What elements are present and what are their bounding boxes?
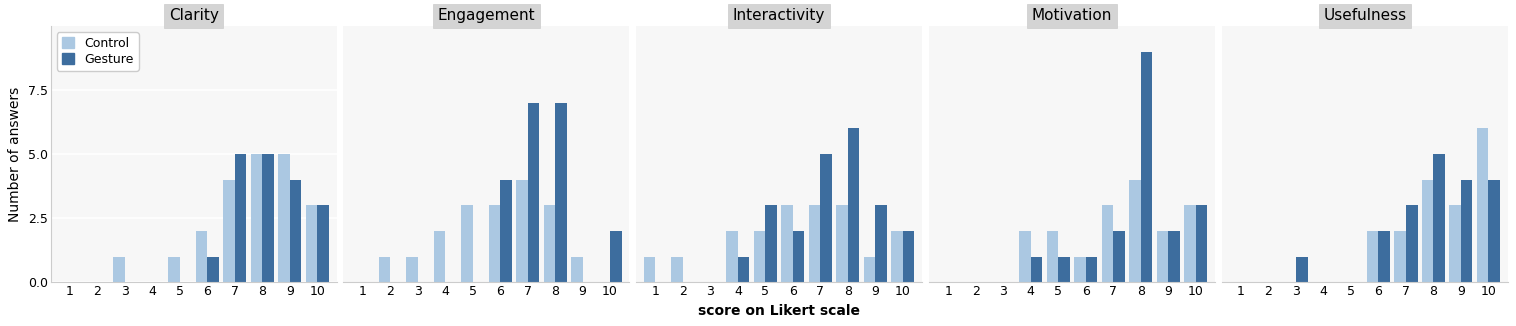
- Bar: [196, 231, 208, 282]
- Bar: [837, 205, 847, 282]
- Bar: [1296, 257, 1308, 282]
- Bar: [793, 231, 805, 282]
- Legend: Control, Gesture: Control, Gesture: [58, 32, 139, 71]
- Bar: [555, 103, 567, 282]
- Bar: [262, 154, 274, 282]
- Bar: [1085, 257, 1098, 282]
- Bar: [1031, 257, 1043, 282]
- Bar: [1140, 52, 1152, 282]
- Bar: [379, 257, 390, 282]
- Title: Interactivity: Interactivity: [732, 8, 825, 23]
- Bar: [528, 103, 540, 282]
- X-axis label: score on Likert scale: score on Likert scale: [699, 304, 860, 318]
- Bar: [891, 231, 904, 282]
- Bar: [1113, 231, 1125, 282]
- Bar: [1075, 257, 1085, 282]
- Bar: [1157, 231, 1169, 282]
- Bar: [904, 231, 914, 282]
- Bar: [1058, 257, 1070, 282]
- Bar: [1434, 154, 1445, 282]
- Bar: [1449, 205, 1461, 282]
- Bar: [847, 128, 860, 282]
- Bar: [766, 205, 778, 282]
- Bar: [1184, 205, 1196, 282]
- Bar: [406, 257, 418, 282]
- Bar: [726, 231, 738, 282]
- Bar: [1367, 231, 1378, 282]
- Bar: [515, 180, 528, 282]
- Title: Engagement: Engagement: [438, 8, 535, 23]
- Bar: [1046, 231, 1058, 282]
- Bar: [672, 257, 684, 282]
- Bar: [434, 231, 446, 282]
- Bar: [168, 257, 180, 282]
- Bar: [1102, 205, 1113, 282]
- Bar: [864, 257, 875, 282]
- Bar: [820, 154, 832, 282]
- Bar: [1422, 180, 1434, 282]
- Bar: [488, 205, 500, 282]
- Bar: [1169, 231, 1179, 282]
- Title: Motivation: Motivation: [1032, 8, 1113, 23]
- Bar: [1378, 231, 1390, 282]
- Bar: [250, 154, 262, 282]
- Bar: [1129, 180, 1140, 282]
- Y-axis label: Number of answers: Number of answers: [8, 86, 23, 222]
- Bar: [317, 205, 329, 282]
- Bar: [1461, 180, 1472, 282]
- Bar: [1405, 205, 1417, 282]
- Bar: [738, 257, 749, 282]
- Bar: [1196, 205, 1207, 282]
- Bar: [114, 257, 124, 282]
- Bar: [306, 205, 317, 282]
- Bar: [290, 180, 302, 282]
- Bar: [1477, 128, 1489, 282]
- Bar: [223, 180, 235, 282]
- Bar: [1395, 231, 1405, 282]
- Title: Usefulness: Usefulness: [1323, 8, 1407, 23]
- Title: Clarity: Clarity: [168, 8, 218, 23]
- Bar: [572, 257, 582, 282]
- Bar: [609, 231, 622, 282]
- Bar: [1489, 180, 1499, 282]
- Bar: [461, 205, 473, 282]
- Bar: [753, 231, 766, 282]
- Bar: [544, 205, 555, 282]
- Bar: [1019, 231, 1031, 282]
- Bar: [279, 154, 290, 282]
- Bar: [644, 257, 655, 282]
- Bar: [208, 257, 218, 282]
- Bar: [500, 180, 512, 282]
- Bar: [781, 205, 793, 282]
- Bar: [235, 154, 247, 282]
- Bar: [810, 205, 820, 282]
- Bar: [875, 205, 887, 282]
